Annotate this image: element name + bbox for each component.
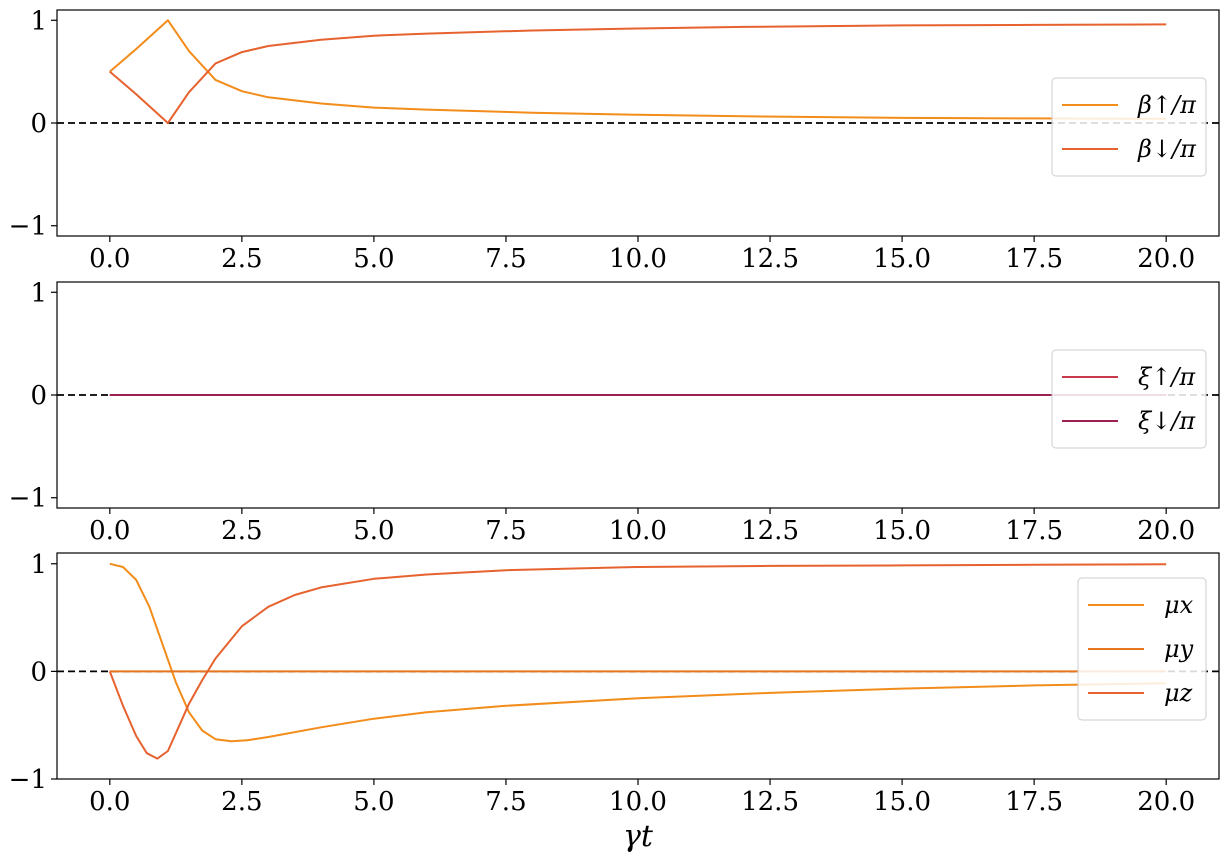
x-tick-label: 2.5	[221, 244, 262, 274]
legend-label: β↑/π	[1137, 91, 1197, 119]
x-tick-label: 5.0	[353, 516, 394, 546]
axes-frame	[56, 9, 1220, 237]
x-tick-label: 20.0	[1137, 516, 1195, 546]
series-line-3	[108, 563, 1167, 760]
x-tick-label: 15.0	[873, 516, 931, 546]
x-tick-label: 7.5	[485, 787, 526, 817]
x-tick-label: 10.0	[609, 516, 667, 546]
x-tick-label: 7.5	[485, 244, 526, 274]
legend-label: ξ↓/π	[1138, 407, 1196, 435]
legend-box	[1051, 77, 1207, 177]
y-tick-label: 0	[30, 109, 47, 139]
x-tick-label: 10.0	[609, 244, 667, 274]
legend-label: β↓/π	[1137, 135, 1197, 163]
legend-label: μz	[1164, 679, 1193, 707]
y-tick-label: 1	[30, 278, 47, 308]
y-tick-label: 0	[30, 381, 47, 411]
y-tick-label: 0	[30, 657, 47, 687]
series-line-1	[109, 19, 1167, 120]
series-line-1	[109, 562, 1167, 743]
legend-label: μy	[1164, 635, 1194, 663]
y-tick-label: −1	[9, 212, 47, 242]
x-tick-label: 7.5	[485, 516, 526, 546]
subplot-1: 0.0 2.5 5.0 7.5 10.0 12.5 15.0 17.5 20.0 −1 0 1 β↑/π…	[9, 6, 1220, 274]
x-tick-label: 2.5	[221, 516, 262, 546]
x-tick-label: 0.0	[89, 244, 130, 274]
legend: μx μy μz	[1077, 577, 1207, 721]
x-tick-label: 17.5	[1005, 516, 1063, 546]
legend: β↑/π β↓/π	[1051, 77, 1207, 177]
legend-label: μx	[1164, 591, 1194, 619]
x-tick-label: 12.5	[741, 244, 799, 274]
x-tick-label: 2.5	[221, 787, 262, 817]
y-tick-label: −1	[9, 765, 47, 795]
legend: ξ↑/π ξ↓/π	[1051, 349, 1207, 449]
x-tick-label: 20.0	[1137, 787, 1195, 817]
y-tick-label: −1	[9, 484, 47, 514]
y-tick-label: 1	[30, 550, 47, 580]
x-tick-label: 12.5	[741, 516, 799, 546]
subplot-3: 0.0 2.5 5.0 7.5 10.0 12.5 15.0 17.5 20.0 −1 0 1 μx μy…	[9, 550, 1220, 854]
y-tick-label: 1	[30, 6, 47, 36]
x-tick-label: 0.0	[89, 516, 130, 546]
legend-box	[1051, 349, 1207, 449]
x-tick-label: 17.5	[1005, 787, 1063, 817]
x-tick-label: 10.0	[609, 787, 667, 817]
series-line-2	[109, 23, 1167, 124]
x-tick-label: 20.0	[1137, 244, 1195, 274]
x-tick-label: 17.5	[1005, 244, 1063, 274]
x-tick-label: 15.0	[873, 787, 931, 817]
legend-label: ξ↑/π	[1138, 363, 1196, 391]
x-tick-label: 12.5	[741, 787, 799, 817]
x-tick-label: 5.0	[353, 787, 394, 817]
subplot-2: 0.0 2.5 5.0 7.5 10.0 12.5 15.0 17.5 20.0 −1 0 1 ξ↑/π…	[9, 278, 1220, 546]
x-tick-label: 0.0	[89, 787, 130, 817]
x-axis-label: γt	[623, 819, 654, 854]
x-tick-label: 5.0	[353, 244, 394, 274]
axes-frame	[56, 552, 1220, 780]
x-tick-label: 15.0	[873, 244, 931, 274]
